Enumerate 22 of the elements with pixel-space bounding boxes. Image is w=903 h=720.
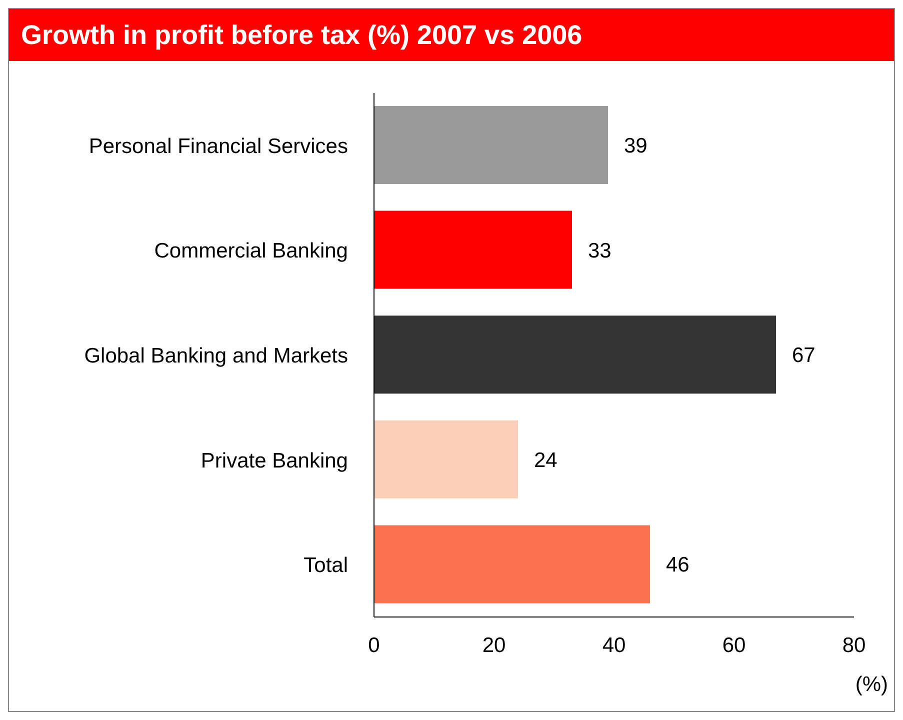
x-tick-label: 20 xyxy=(482,634,506,657)
bar xyxy=(374,420,518,498)
data-label: 39 xyxy=(624,134,648,158)
data-label: 67 xyxy=(792,344,816,368)
x-tick-label: 40 xyxy=(602,634,626,657)
x-tick-label: 0 xyxy=(368,634,380,657)
data-label: 46 xyxy=(666,554,690,577)
chart-title: Growth in profit before tax (%) 2007 vs 2006 xyxy=(9,9,894,61)
y-tick-label: Private Banking xyxy=(200,449,348,472)
data-label: 24 xyxy=(534,448,558,472)
y-tick-label: Personal Financial Services xyxy=(88,134,348,158)
data-label: 33 xyxy=(588,239,612,262)
x-tick-label: 80 xyxy=(842,634,866,657)
y-tick-label: Commercial Banking xyxy=(154,240,348,263)
bar xyxy=(374,106,608,184)
x-tick-label: 60 xyxy=(722,634,746,657)
x-axis-title: (%) xyxy=(855,673,888,696)
bar xyxy=(374,316,776,394)
y-tick-label: Global Banking and Markets xyxy=(84,344,348,368)
bar xyxy=(374,525,650,604)
bar xyxy=(374,210,572,289)
y-tick-label: Total xyxy=(304,554,348,578)
